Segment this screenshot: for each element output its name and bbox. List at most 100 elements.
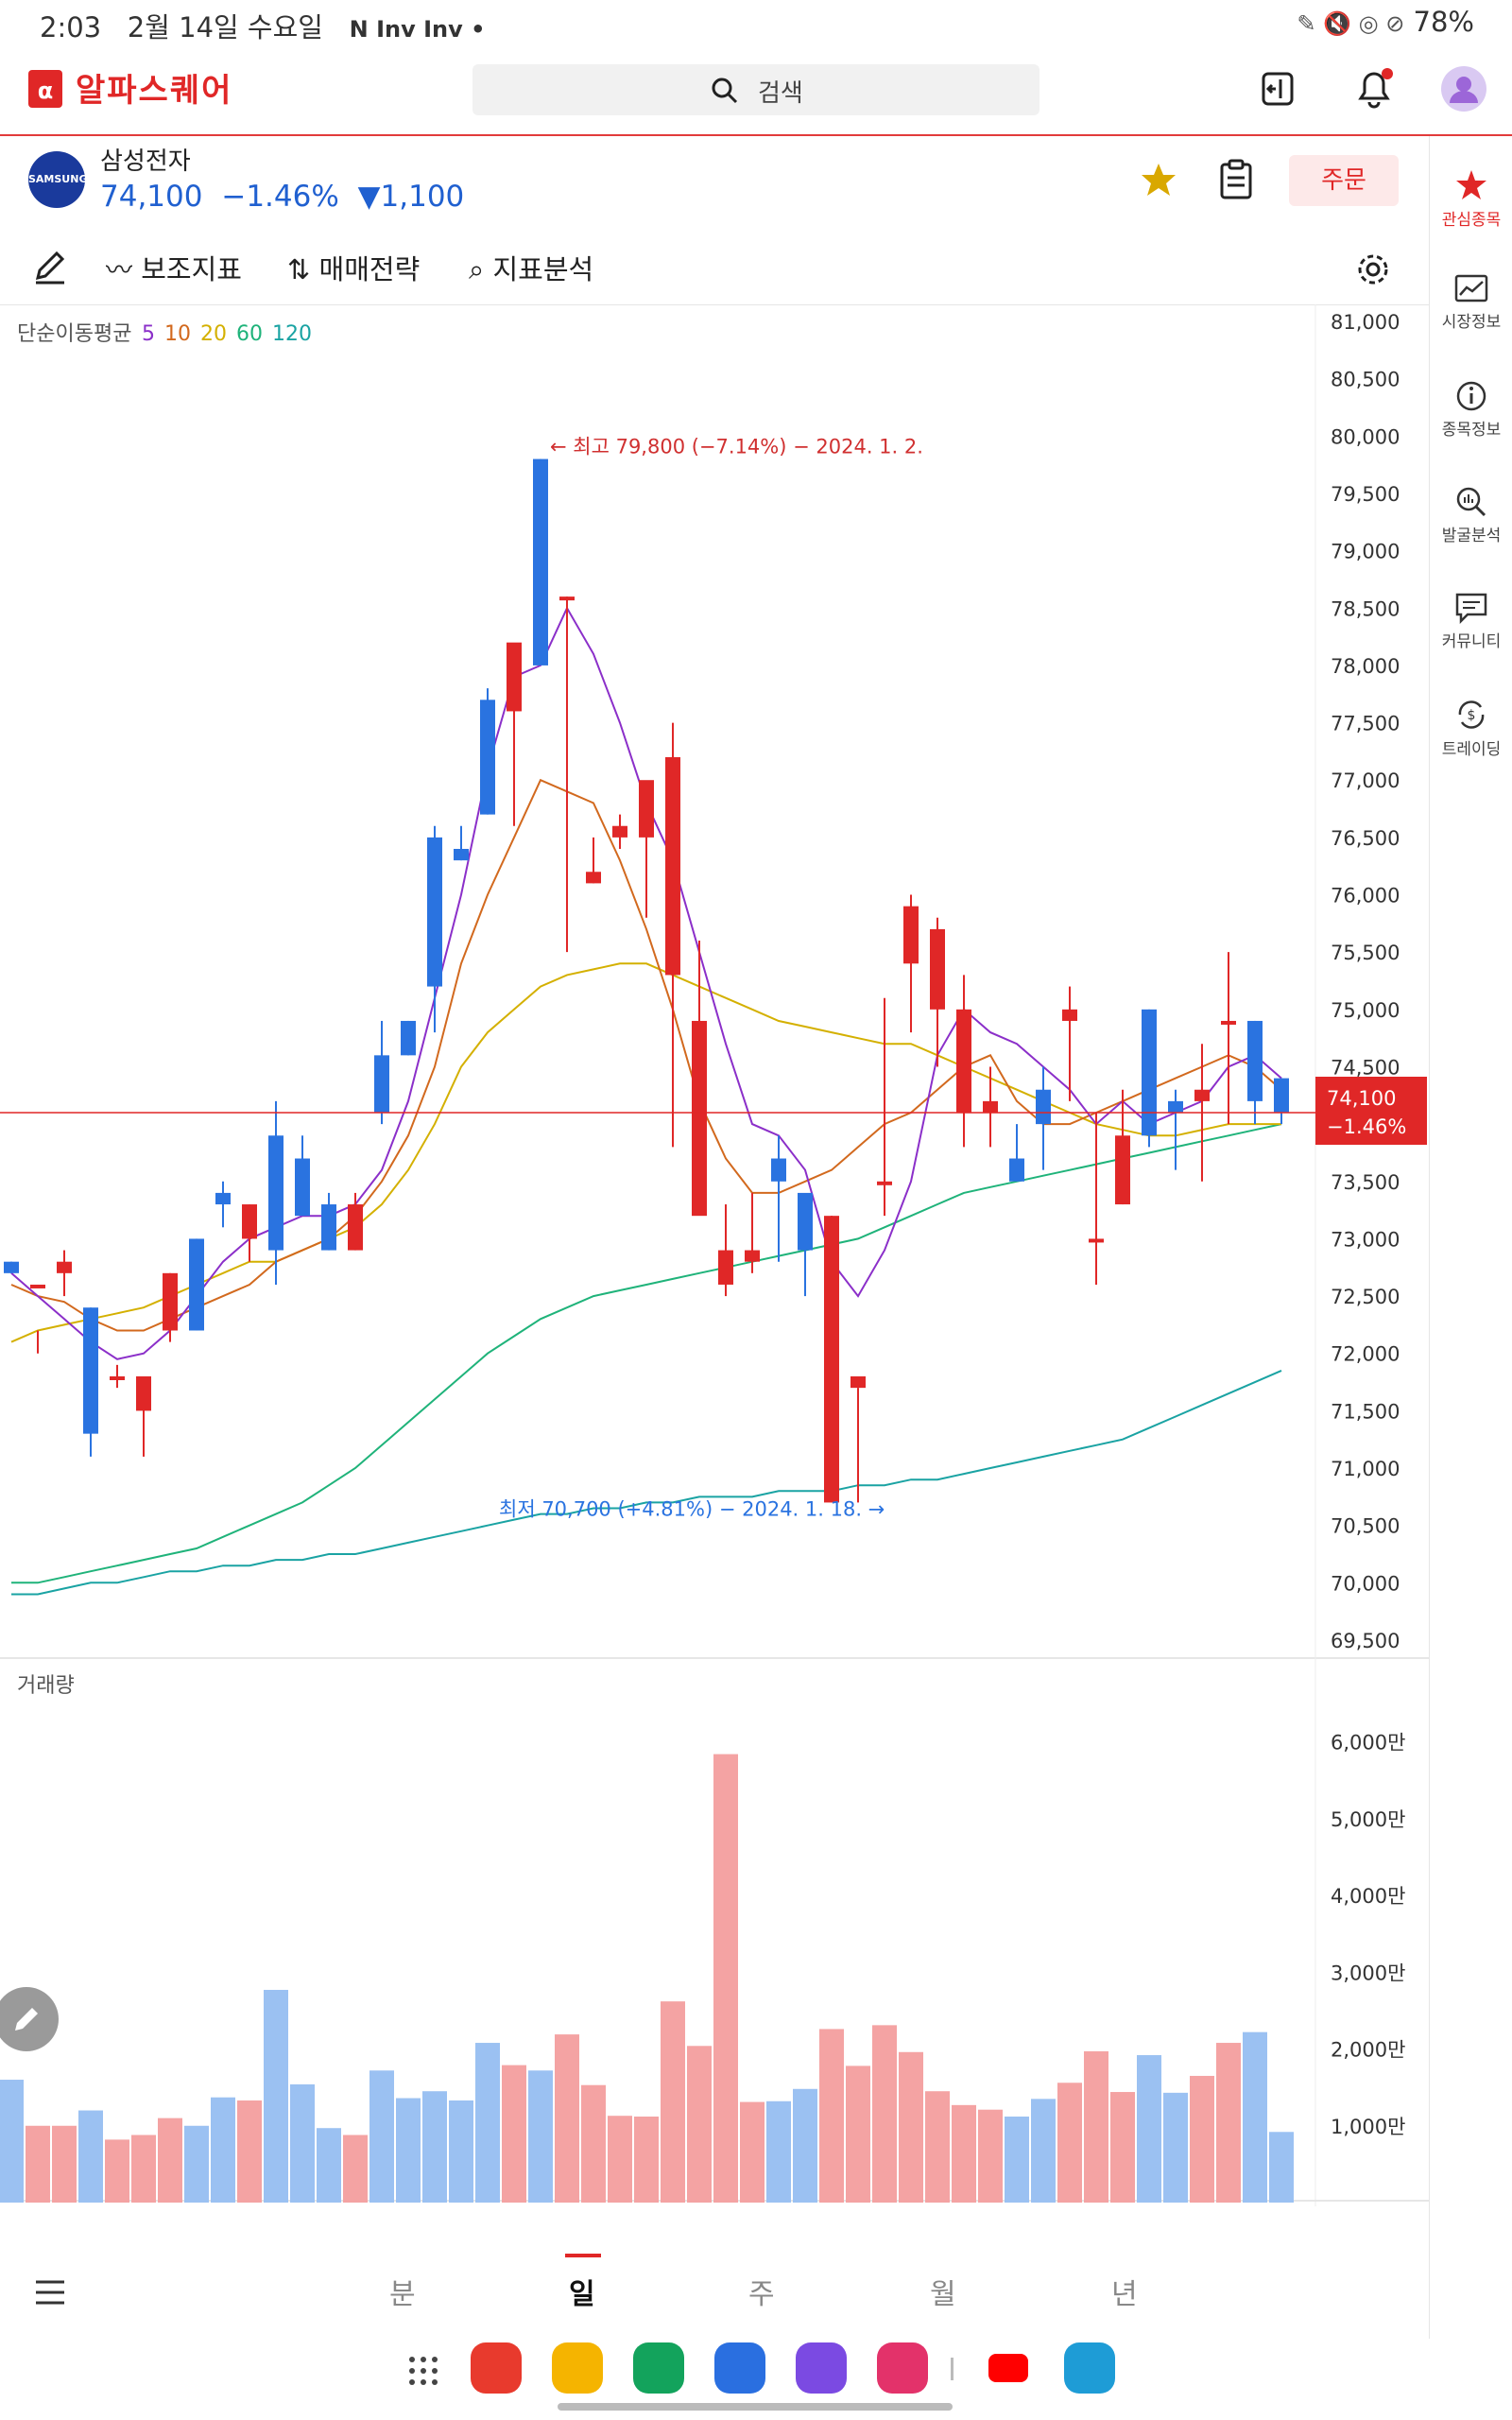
candle-body [1036,1089,1051,1125]
draw-pen-icon[interactable] [32,250,68,285]
tab-year[interactable]: 년 [1111,2278,1138,2311]
strategy-button[interactable]: ⇅ 매매전략 [287,248,420,287]
price-axis-label: 77,500 [1331,713,1400,735]
candle-body [454,849,469,861]
notification-bell-icon[interactable] [1353,66,1395,110]
sidenav-item-discovery[interactable]: 발굴분석 [1430,486,1512,545]
chat-icon [1455,593,1487,624]
stock-change-abs: ▼1,100 [357,180,465,214]
price-axis-label: 74,500 [1331,1056,1400,1079]
candle-body [1115,1135,1130,1205]
volume-bar [0,2080,24,2203]
app-logo-icon: α [28,70,62,108]
chart-icon [1454,274,1488,302]
taskbar-divider [951,2358,954,2380]
candle-body [1194,1089,1210,1101]
volume-bar [52,2125,77,2203]
candle-body [1062,1009,1077,1021]
volume-bar [952,2104,976,2203]
sort-arrows-icon: ⇅ [287,253,311,285]
candle-body [83,1307,98,1434]
files-app-icon[interactable] [552,2342,603,2394]
volume-axis-label: 6,000만 [1331,1732,1405,1754]
price-axis-label: 69,500 [1331,1630,1400,1652]
sidenav-item-trading[interactable]: $ 트레이딩 [1430,698,1512,759]
volume-bar [1110,2092,1135,2203]
candle-body [321,1204,336,1251]
volume-bar [264,1989,288,2203]
candle-body [57,1261,72,1273]
analysis-button[interactable]: ⌕ 지표분석 [469,248,593,287]
period-tabs: 분 일 주 월 년 [0,2254,1429,2333]
info-icon [1456,381,1486,411]
volume-bar [396,2098,421,2203]
tab-week[interactable]: 주 [748,2278,775,2311]
candle-body [745,1250,760,1262]
ma-line-60 [11,1123,1282,1584]
status-left: 2:03 2월 14일 수요일 N Inv Inv • [40,6,485,45]
volume-bar [1269,2132,1294,2203]
volume-bar [1031,2099,1056,2203]
sidenav-item-community[interactable]: 커뮤니티 [1430,592,1512,651]
ma-legend-period: 120 [272,322,312,346]
search-bar[interactable]: 검색 [472,64,1040,115]
clipboard-icon[interactable] [1219,159,1253,200]
phone-app-icon[interactable] [633,2342,684,2394]
avatar[interactable] [1440,65,1487,112]
signal-icons: ✎ 🔇 ◎ ⊘ [1297,10,1405,37]
volume-bar [1190,2075,1214,2203]
tab-minute[interactable]: 분 [389,2278,416,2311]
calendar-app-icon[interactable] [1064,2342,1115,2394]
pencil-icon [15,2008,38,2031]
app-drawer-icon[interactable] [406,2354,440,2388]
ma-legend-label: 단순이동평균 [17,322,131,346]
tab-month[interactable]: 월 [930,2278,956,2311]
trading-icon: $ [1458,700,1485,729]
volume-bar [237,2100,262,2203]
sidenav-item-stockinfo[interactable]: 종목정보 [1430,380,1512,440]
camera-app-icon[interactable] [877,2342,928,2394]
tab-day[interactable]: 일 [569,2278,595,2311]
menu-icon[interactable] [34,2278,66,2307]
sidenav-item-market[interactable]: 시장정보 [1430,274,1512,332]
youtube-app-icon[interactable] [983,2342,1034,2394]
sidenav-item-watchlist[interactable]: 관심종목 [1430,168,1512,230]
settings-gear-icon[interactable] [1355,251,1391,287]
stock-name[interactable]: 삼성전자 [100,147,191,176]
volume-axis-label: 2,000만 [1331,2039,1405,2062]
candle-body [692,1020,707,1217]
indicator-button[interactable]: 〰 보조지표 [106,248,242,287]
candle-body [559,596,575,601]
order-button[interactable]: 주문 [1289,155,1399,206]
messages-app-icon[interactable] [714,2342,765,2394]
candle-body [215,1192,231,1205]
candle-body [798,1192,813,1251]
side-navigation: 관심종목 시장정보 종목정보 발굴분석 커뮤니티 $ 트레이딩 [1429,136,1512,2339]
volume-axis-label: 4,000만 [1331,1885,1405,1908]
stock-price: 74,100 [100,180,203,214]
volume-bar [475,2043,500,2203]
price-axis-label: 81,000 [1331,311,1400,334]
search-icon [712,78,738,104]
volume-bar [819,2029,844,2203]
notes-app-icon[interactable] [471,2342,522,2394]
stock-chart[interactable]: 단순이동평균 5 10 20 60 120 81,000 80,500 80,000 79,500… [0,304,1429,2206]
candle-body [1168,1100,1183,1113]
price-axis-label: 72,500 [1331,1286,1400,1308]
candle-body [1221,1020,1236,1025]
candle-body [242,1204,257,1239]
price-axis-label: 70,500 [1331,1515,1400,1538]
sidenav-label: 커뮤니티 [1441,632,1502,651]
volume-axis-label: 5,000만 [1331,1808,1405,1831]
price-axis-label: 73,500 [1331,1171,1400,1194]
current-price-tag [1315,1077,1427,1145]
exit-icon[interactable] [1261,70,1297,108]
volume-axis-label: 1,000만 [1331,2116,1405,2138]
volume-label: 거래량 [17,1674,75,1698]
status-bar: 2:03 2월 14일 수요일 N Inv Inv • ✎ 🔇 ◎ ⊘ 78% [0,0,1512,47]
home-gesture-bar[interactable] [558,2403,953,2411]
price-axis-label: 71,500 [1331,1400,1400,1423]
internet-app-icon[interactable] [796,2342,847,2394]
strategy-label: 매매전략 [318,253,421,285]
favorite-star-icon[interactable] [1140,161,1177,199]
